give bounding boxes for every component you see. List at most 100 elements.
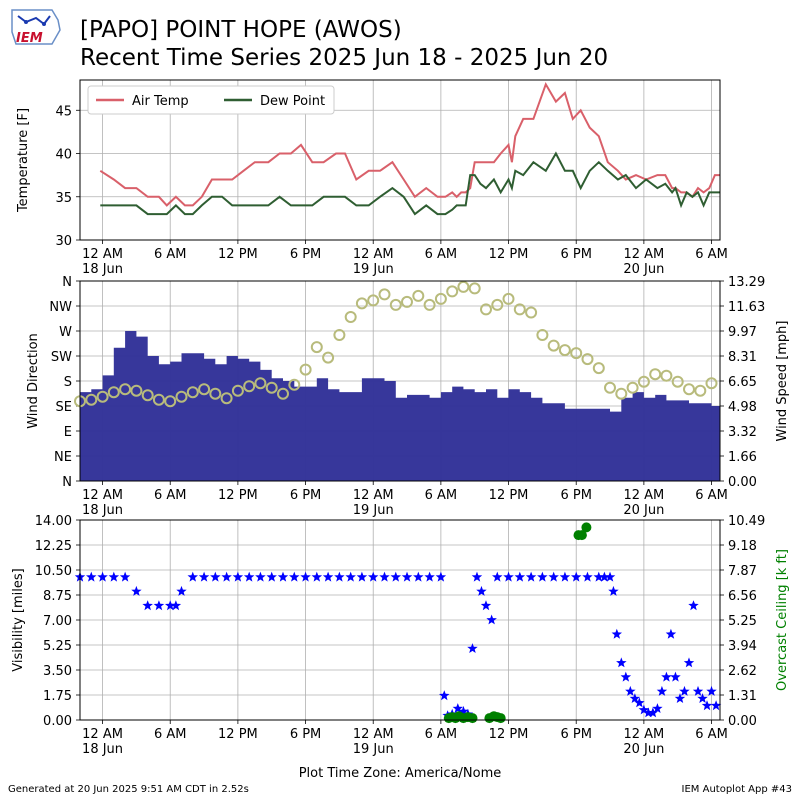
visibility-point — [706, 685, 717, 696]
wind-speed-point — [401, 295, 413, 308]
wind-speed-point — [671, 375, 684, 388]
y-tick-label: NW — [49, 300, 72, 315]
y-tick-label: W — [59, 325, 72, 340]
y-tick-label: S — [64, 375, 72, 390]
x-tick-date-label: 19 Jun — [353, 503, 394, 518]
visibility-point — [108, 571, 120, 582]
x-tick-label: 12 PM — [218, 488, 258, 503]
wind-speed-point — [423, 298, 436, 311]
visibility-point — [452, 703, 463, 713]
visibility-point — [435, 571, 447, 582]
wind-speed-point — [615, 387, 628, 400]
x-tick-label: 6 AM — [425, 488, 458, 503]
visibility-point — [97, 571, 108, 582]
visibility-point — [661, 671, 672, 682]
visibility-point — [368, 571, 379, 582]
x-tick-label: 6 PM — [560, 247, 591, 262]
x-tick-date-label: 18 Jun — [82, 503, 123, 518]
x-tick-label: 6 AM — [425, 247, 458, 262]
y-tick-label: 35 — [55, 191, 72, 206]
visibility-point — [131, 585, 142, 596]
visibility-point — [467, 643, 478, 653]
x-tick-label: 6 PM — [290, 247, 321, 262]
wind-speed-point — [468, 282, 481, 295]
y-tick-label: N — [62, 275, 72, 290]
x-axis-label: Plot Time Zone: America/Nome — [299, 766, 502, 781]
iem-logo: IEM — [8, 6, 64, 54]
y-tick-label: NE — [54, 450, 72, 465]
x-tick-label: 6 AM — [695, 488, 728, 503]
wind-speed-point — [310, 341, 323, 354]
wind-speed-point — [558, 344, 571, 357]
visibility-point — [458, 705, 469, 716]
wind-speed-point — [175, 390, 188, 403]
visibility-point — [688, 600, 699, 611]
y-right-tick-label: 2.62 — [728, 664, 757, 679]
x-tick-label: 12 PM — [489, 247, 529, 262]
visibility-point — [537, 571, 548, 582]
y-right-tick-label: 3.32 — [728, 425, 757, 440]
x-tick-label: 12 AM — [353, 488, 394, 503]
visibility-point — [701, 700, 713, 711]
visibility-point — [165, 600, 176, 611]
wind-speed-point — [660, 369, 673, 382]
wind-speed-point — [209, 387, 222, 400]
wind-speed-point — [491, 298, 504, 311]
y-right-tick-label: 7.87 — [728, 564, 757, 579]
visibility-point — [142, 600, 153, 611]
visibility-point — [674, 693, 686, 703]
ceiling-point — [576, 530, 587, 541]
y-tick-label: 3.50 — [43, 664, 72, 679]
y-axis-label: Wind Direction — [26, 333, 41, 429]
visibility-point — [413, 571, 424, 582]
y-tick-label: 12.25 — [35, 539, 72, 554]
wind-speed-point — [96, 390, 109, 403]
y-tick-label: 7.00 — [43, 614, 72, 629]
visibility-point — [665, 628, 677, 639]
y-tick-label: SW — [51, 350, 72, 365]
wind-speed-point — [107, 386, 120, 399]
y-tick-label: 14.00 — [35, 514, 72, 529]
visibility-point — [170, 600, 182, 611]
visibility-point — [643, 707, 654, 718]
visibility-point — [243, 571, 255, 582]
y-axis-label: Temperature [F] — [16, 108, 31, 213]
visibility-point — [480, 600, 492, 611]
y-tick-label: E — [64, 425, 72, 440]
visibility-point — [176, 585, 187, 596]
wind-speed-point — [277, 387, 289, 400]
ceiling-point — [581, 522, 592, 533]
visibility-point — [548, 571, 559, 582]
wind-speed-point — [186, 386, 199, 399]
visibility-point — [439, 690, 450, 701]
visibility-point — [525, 571, 537, 582]
x-tick-label: 6 AM — [154, 727, 187, 742]
legend-box — [87, 85, 335, 115]
x-tick-label: 6 PM — [290, 488, 321, 503]
visibility-point — [311, 571, 323, 582]
visibility-point — [634, 697, 645, 708]
y-right-tick-label: 9.97 — [728, 325, 757, 340]
y-right-tick-label: 1.31 — [728, 689, 757, 704]
visibility-point — [232, 571, 244, 582]
wind-speed-point — [164, 395, 177, 408]
y-right-tick-label: 5.25 — [728, 614, 757, 629]
wind-speed-point — [412, 289, 425, 302]
x-tick-date-label: 20 Jun — [623, 503, 664, 518]
visibility-point — [647, 707, 659, 718]
iem-logo-graphic: IEM — [11, 9, 61, 46]
visibility-point — [692, 685, 704, 696]
x-tick-date-label: 19 Jun — [353, 742, 394, 757]
wind-speed-point — [220, 392, 233, 405]
x-tick-label: 12 AM — [353, 247, 394, 262]
wind-speed-point — [130, 384, 143, 397]
visibility-point — [697, 693, 708, 703]
wind-speed-point — [378, 288, 391, 301]
x-tick-label: 6 PM — [560, 488, 591, 503]
wind-speed-point — [581, 353, 594, 366]
x-tick-label: 12 AM — [623, 727, 664, 742]
wind-speed-point — [355, 297, 368, 310]
wind-speed-point — [513, 303, 526, 316]
y-tick-label: 10.50 — [35, 564, 72, 579]
legend: Air Temp Dew Point — [87, 85, 335, 115]
